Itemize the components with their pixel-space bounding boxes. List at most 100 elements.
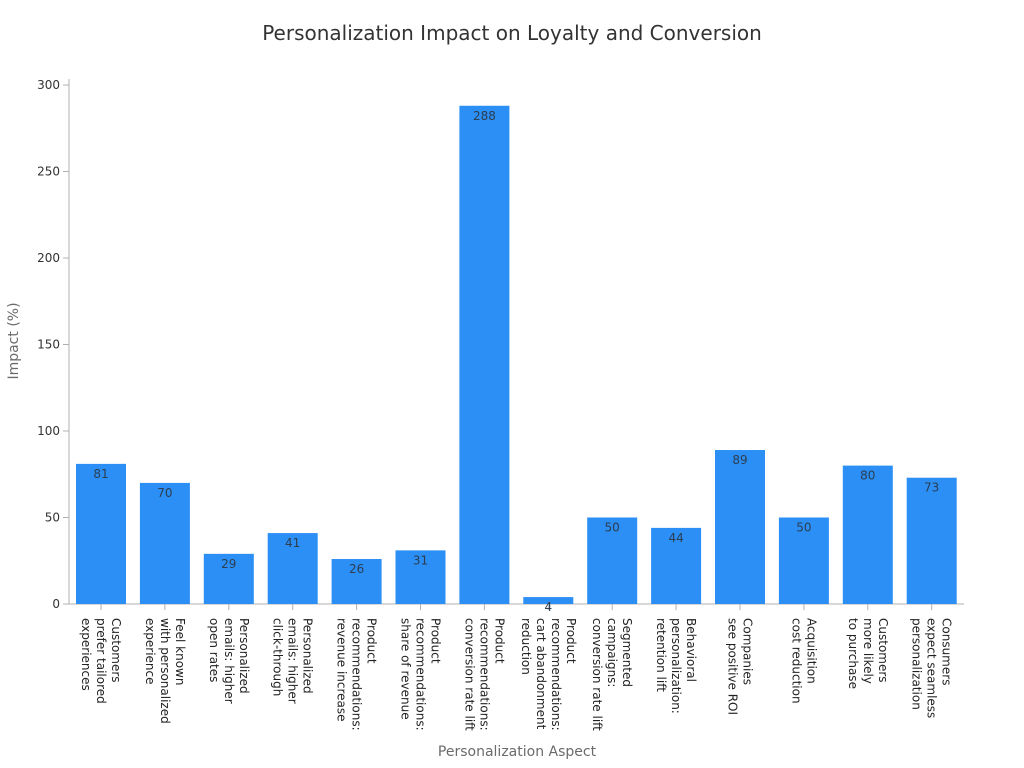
bars-group xyxy=(76,105,957,604)
x-tick-label-line: cart abandonment xyxy=(534,618,548,730)
bar xyxy=(523,597,574,604)
x-tick-label-line: personalization xyxy=(910,618,924,710)
bar-value-label: 26 xyxy=(349,562,364,576)
bar-value-label: 70 xyxy=(157,486,172,500)
bar xyxy=(587,517,638,604)
x-tick-label-line: recommendations: xyxy=(549,618,563,731)
x-tick-label-line: Product xyxy=(365,618,379,664)
x-tick-label-line: open rates xyxy=(207,618,221,682)
bar-value-label: 41 xyxy=(285,536,300,550)
x-tick-label-line: Acquisition xyxy=(804,618,818,684)
x-tick-label-line: recommendations: xyxy=(477,618,491,731)
x-tick-label-line: Consumers xyxy=(940,618,954,685)
y-tick-label: 150 xyxy=(37,338,60,352)
bar-value-label: 89 xyxy=(732,453,747,467)
x-tick-label-line: to purchase xyxy=(846,618,860,689)
chart-title: Personalization Impact on Loyalty and Co… xyxy=(262,21,762,45)
bar-value-label: 50 xyxy=(796,521,811,535)
bar-value-label: 81 xyxy=(93,467,108,481)
bar xyxy=(906,477,957,604)
bar-value-label: 288 xyxy=(473,109,496,123)
x-tick-label-line: personalization: xyxy=(669,618,683,714)
y-tick-label: 50 xyxy=(45,511,60,525)
x-tick-label-line: Feel known xyxy=(173,618,187,685)
x-tick-label-line: reduction xyxy=(519,618,533,675)
x-tick-label-line: revenue increase xyxy=(335,618,349,722)
bar-labels-group: 81 70 29 41 26 31 288 4 50 44 89 50 80 73 xyxy=(93,109,939,614)
x-axis-title: Personalization Aspect xyxy=(438,744,597,760)
y-tick-label: 0 xyxy=(52,597,60,611)
x-tick-label-line: more likely xyxy=(861,618,875,684)
y-axis-title: Impact (%) xyxy=(6,302,22,379)
x-tick-label-line: with personalized xyxy=(158,618,172,724)
x-tick-label-line: Segmented xyxy=(620,618,634,687)
bar-value-label: 29 xyxy=(221,557,236,571)
x-tick-label-line: experiences xyxy=(79,618,93,691)
x-tick-label-line: Product xyxy=(492,618,506,664)
x-tick-label-line: Product xyxy=(429,618,443,664)
x-tick-label-line: Customers xyxy=(876,618,890,683)
bar xyxy=(459,105,510,604)
bar-value-label: 80 xyxy=(860,469,875,483)
bar xyxy=(76,463,126,604)
bar xyxy=(203,553,254,604)
bar-value-label: 4 xyxy=(544,600,552,614)
bar-value-label: 50 xyxy=(605,521,620,535)
x-tick-label-line: campaigns: xyxy=(605,618,619,687)
x-tick-label-line: Customers xyxy=(109,618,123,683)
bar-value-label: 31 xyxy=(413,553,428,567)
x-tick-label-line: Personalized xyxy=(237,618,251,694)
y-tick-label: 100 xyxy=(37,424,60,438)
x-tick-label-line: emails: higher xyxy=(286,618,300,704)
x-tick-label-line: Product xyxy=(564,618,578,664)
x-axis xyxy=(69,603,964,610)
x-tick-label-line: recommendations: xyxy=(350,618,364,731)
bar xyxy=(778,517,829,604)
x-tick-label-line: emails: higher xyxy=(222,618,236,704)
x-tick-label-line: recommendations: xyxy=(414,618,428,731)
bar xyxy=(715,450,765,604)
x-tick-label-line: click-through xyxy=(271,618,285,696)
x-tick-label-line: prefer tailored xyxy=(94,618,108,704)
bar xyxy=(267,533,318,604)
y-tick-label: 300 xyxy=(37,78,60,92)
x-tick-label-line: Companies xyxy=(741,618,755,685)
bar xyxy=(651,527,702,604)
bar-value-label: 73 xyxy=(924,481,939,495)
x-tick-label-line: see positive ROI xyxy=(726,618,740,715)
bar xyxy=(139,482,190,604)
y-tick-label: 200 xyxy=(37,251,60,265)
x-tick-label-line: Behavioral xyxy=(684,618,698,682)
x-tick-label-line: Personalized xyxy=(301,618,315,694)
x-tick-label-line: experience xyxy=(143,618,157,685)
bar-value-label: 44 xyxy=(668,531,683,545)
bar xyxy=(331,559,382,604)
bar xyxy=(395,550,446,604)
x-tick-label-line: conversion rate lift xyxy=(462,618,476,731)
y-axis: 0 50 100 150 200 250 300 xyxy=(37,78,70,611)
x-tick-label-line: cost reduction xyxy=(789,618,803,704)
bar xyxy=(842,465,893,604)
x-tick-label-line: share of revenue xyxy=(399,618,413,720)
x-tick-label-line: expect seamless xyxy=(925,618,939,718)
x-tick-label-line: retention lift xyxy=(654,618,668,692)
x-tick-label-line: conversion rate lift xyxy=(590,618,604,731)
y-tick-label: 250 xyxy=(37,165,60,179)
